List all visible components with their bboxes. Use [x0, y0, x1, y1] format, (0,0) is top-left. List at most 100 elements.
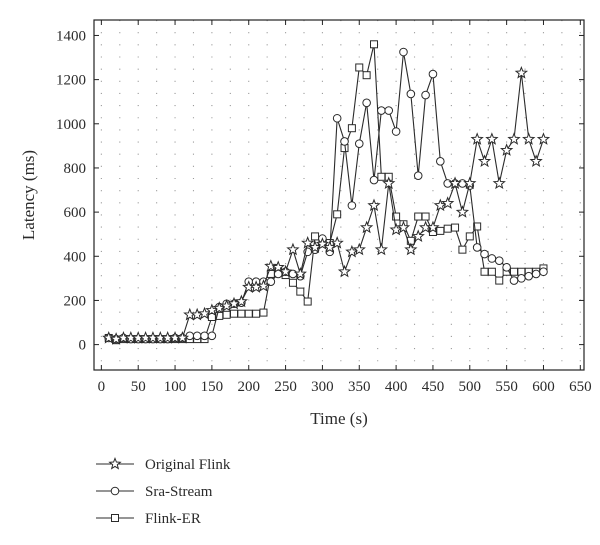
data-point-flink-er [303, 297, 312, 306]
data-point-flink-er [333, 210, 342, 219]
data-point-sra-stream [443, 179, 452, 188]
data-point-flink-er [443, 224, 452, 233]
series-sra-stream [104, 47, 548, 344]
data-point-flink-er [237, 309, 246, 318]
data-point-flink-er [259, 308, 268, 317]
plot-frame [93, 19, 585, 371]
x-tick-label: 0 [98, 379, 106, 395]
data-point-original-flink [197, 306, 212, 320]
x-tick-label: 300 [311, 379, 334, 395]
data-point-flink-er [487, 267, 496, 276]
data-point-original-flink [374, 242, 389, 256]
data-point-flink-er [480, 267, 489, 276]
series-line-flink-er [108, 43, 544, 341]
data-point-flink-er [296, 287, 305, 296]
data-point-original-flink [499, 143, 514, 156]
data-point-sra-stream [347, 201, 357, 210]
series-line-original-flink [108, 72, 544, 340]
data-point-original-flink [271, 260, 285, 273]
data-point-sra-stream [288, 269, 298, 279]
y-tick-label: 1000 [56, 117, 86, 133]
data-point-original-flink [286, 242, 300, 256]
data-point-flink-er [436, 226, 445, 235]
data-point-sra-stream [340, 137, 349, 146]
data-point-flink-er [495, 276, 504, 285]
data-point-flink-er [311, 232, 320, 241]
data-point-flink-er [355, 63, 364, 72]
data-point-original-flink [492, 176, 506, 190]
data-point-sra-stream [192, 331, 202, 341]
data-point-flink-er [252, 309, 261, 318]
data-point-original-flink [514, 66, 529, 79]
data-point-original-flink [337, 264, 352, 278]
data-point-original-flink [522, 132, 536, 145]
data-point-flink-er [414, 212, 423, 221]
y-axis-label: Latency (ms) [19, 150, 38, 240]
data-point-original-flink [448, 176, 462, 190]
legend-marker-square [111, 514, 119, 522]
data-point-sra-stream [458, 179, 467, 188]
data-point-sra-stream [421, 90, 430, 100]
grid [100, 20, 581, 370]
data-point-original-flink [441, 196, 455, 209]
data-point-original-flink [234, 294, 249, 308]
data-point-sra-stream [502, 263, 511, 272]
data-point-flink-er [451, 223, 460, 232]
data-point-sra-stream [531, 269, 541, 279]
data-point-original-flink [426, 220, 440, 234]
x-tick-label: 350 [348, 379, 371, 395]
data-point-flink-er [347, 124, 356, 133]
data-point-original-flink [404, 242, 418, 256]
data-point-sra-stream [377, 106, 386, 115]
legend: Original Flink Sra-Stream Flink-ER [96, 457, 231, 527]
data-point-sra-stream [332, 113, 342, 123]
data-point-original-flink [256, 279, 271, 292]
data-point-original-flink [477, 154, 492, 167]
legend-marker-circle [110, 486, 120, 496]
data-point-sra-stream [487, 254, 497, 263]
data-point-sra-stream [384, 106, 394, 115]
data-point-original-flink [352, 242, 366, 256]
data-point-original-flink [463, 176, 477, 190]
series-original-flink [102, 66, 551, 345]
data-point-original-flink [396, 220, 411, 234]
data-point-sra-stream [436, 157, 445, 166]
data-point-original-flink [102, 330, 116, 344]
data-point-sra-stream [369, 175, 379, 185]
data-point-original-flink [301, 236, 315, 249]
y-tick-label: 1200 [56, 73, 86, 89]
data-point-sra-stream [509, 276, 519, 285]
legend-label: Original Flink [145, 457, 231, 473]
data-point-original-flink [264, 259, 278, 272]
x-tick-label: 50 [131, 379, 146, 395]
x-tick-label: 250 [274, 379, 297, 395]
x-tick-label: 400 [385, 379, 408, 395]
data-point-original-flink [308, 240, 322, 254]
data-point-flink-er [458, 245, 467, 254]
data-point-original-flink [507, 132, 521, 145]
data-point-flink-er [362, 71, 371, 80]
legend-item-flink-er: Flink-ER [96, 511, 201, 527]
data-point-original-flink [293, 266, 307, 280]
data-point-sra-stream [399, 47, 408, 57]
data-point-original-flink [359, 220, 374, 234]
legend-item-original-flink: Original Flink [96, 457, 231, 473]
x-tick-label: 650 [569, 379, 592, 395]
series-flink-er [104, 40, 548, 345]
data-point-flink-er [473, 222, 482, 231]
data-point-sra-stream [428, 69, 438, 79]
data-point-original-flink [175, 330, 190, 344]
data-point-sra-stream [413, 171, 423, 180]
data-point-sra-stream [207, 331, 217, 341]
data-point-sra-stream [406, 89, 416, 99]
data-point-original-flink [485, 132, 499, 145]
data-point-original-flink [455, 205, 470, 218]
data-point-original-flink [536, 132, 551, 145]
axis-ticks: 0 50 100 150 200 250 300 350 400 450 500 550 600 650 0… [56, 20, 592, 395]
data-point-flink-er [510, 267, 518, 276]
x-tick-label: 550 [495, 379, 518, 395]
x-tick-label: 500 [459, 379, 482, 395]
y-tick-label: 400 [64, 249, 87, 265]
data-point-original-flink [470, 132, 484, 145]
